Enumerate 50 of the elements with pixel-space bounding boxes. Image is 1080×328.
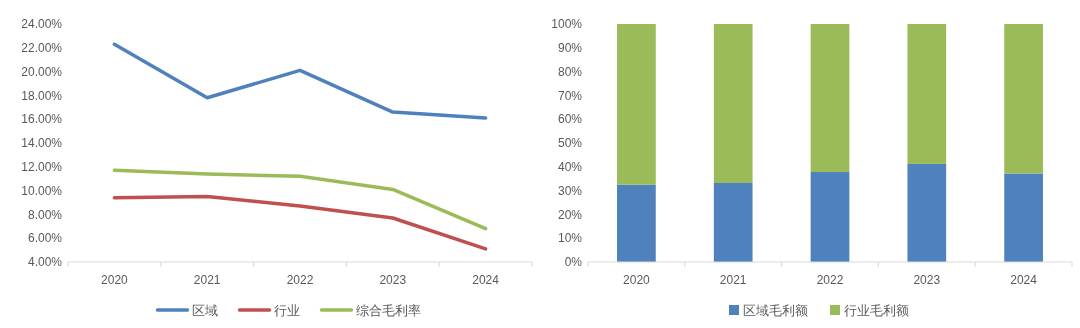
y-tick-label: 40%: [557, 160, 583, 174]
x-tick-label: 2021: [193, 273, 221, 287]
y-tick-label: 18.00%: [21, 88, 63, 103]
line-series: [112, 194, 488, 251]
x-tick-label: 2022: [286, 273, 314, 287]
bar: [810, 24, 850, 173]
y-tick-label: 50%: [557, 136, 583, 151]
x-tick-label: 2022: [816, 273, 844, 287]
y-tick-label: 14.00%: [21, 136, 63, 151]
x-tick-label: 2023: [913, 273, 941, 287]
bar: [713, 182, 753, 262]
bar: [617, 24, 656, 185]
y-tick-label: 90%: [557, 41, 583, 55]
y-tick-label: 30%: [557, 183, 583, 198]
y-tick-label: 16.00%: [21, 112, 63, 127]
bar: [1004, 24, 1043, 174]
legend-label: 综合毛利率: [355, 302, 421, 318]
bar: [617, 184, 656, 262]
x-tick-label: 2023: [379, 273, 407, 287]
x-tick-label: 2024: [472, 273, 500, 287]
bar: [1004, 173, 1043, 262]
x-tick-label: 2020: [101, 273, 129, 287]
y-tick-label: 10%: [557, 231, 583, 246]
line-series: [112, 42, 488, 120]
y-tick-label: 12.00%: [21, 160, 63, 174]
y-tick-label: 0%: [564, 255, 583, 270]
legend-label: 区域毛利额: [743, 302, 808, 318]
y-tick-label: 24.00%: [21, 17, 63, 32]
y-tick-label: 8.00%: [27, 207, 63, 222]
y-tick-label: 6.00%: [27, 231, 63, 246]
legend-label: 区域: [191, 302, 218, 318]
x-tick-label: 2020: [623, 273, 651, 287]
y-tick-label: 80%: [557, 64, 583, 79]
bar: [907, 24, 947, 164]
bar: [907, 163, 947, 262]
y-tick-label: 60%: [557, 112, 583, 127]
y-tick-label: 70%: [557, 88, 583, 103]
x-tick-label: 2021: [719, 273, 747, 287]
bar: [810, 172, 850, 262]
line-series: [112, 168, 488, 231]
x-tick-label: 2024: [1010, 273, 1038, 287]
legend-label: 行业: [273, 302, 300, 318]
legend-label: 行业毛利额: [844, 302, 909, 318]
y-tick-label: 22.00%: [21, 41, 63, 55]
y-tick-label: 20%: [557, 207, 583, 222]
y-tick-label: 20.00%: [21, 64, 63, 79]
y-tick-label: 4.00%: [27, 255, 63, 270]
bar: [713, 24, 753, 183]
y-tick-label: 10.00%: [21, 183, 63, 198]
y-tick-label: 100%: [551, 17, 583, 32]
